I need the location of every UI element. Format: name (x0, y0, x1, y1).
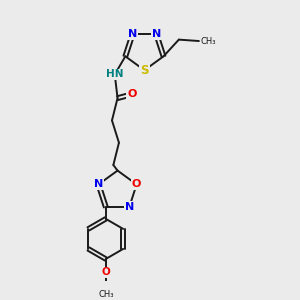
Text: O: O (127, 89, 137, 99)
Text: N: N (152, 29, 161, 39)
Text: CH₃: CH₃ (98, 290, 113, 298)
Text: CH₃: CH₃ (200, 37, 216, 46)
Text: N: N (125, 202, 134, 212)
Text: O: O (101, 267, 110, 278)
Text: S: S (140, 64, 149, 77)
Text: N: N (94, 179, 103, 189)
Text: HN: HN (106, 70, 124, 80)
Text: O: O (132, 179, 141, 189)
Text: N: N (128, 29, 137, 39)
